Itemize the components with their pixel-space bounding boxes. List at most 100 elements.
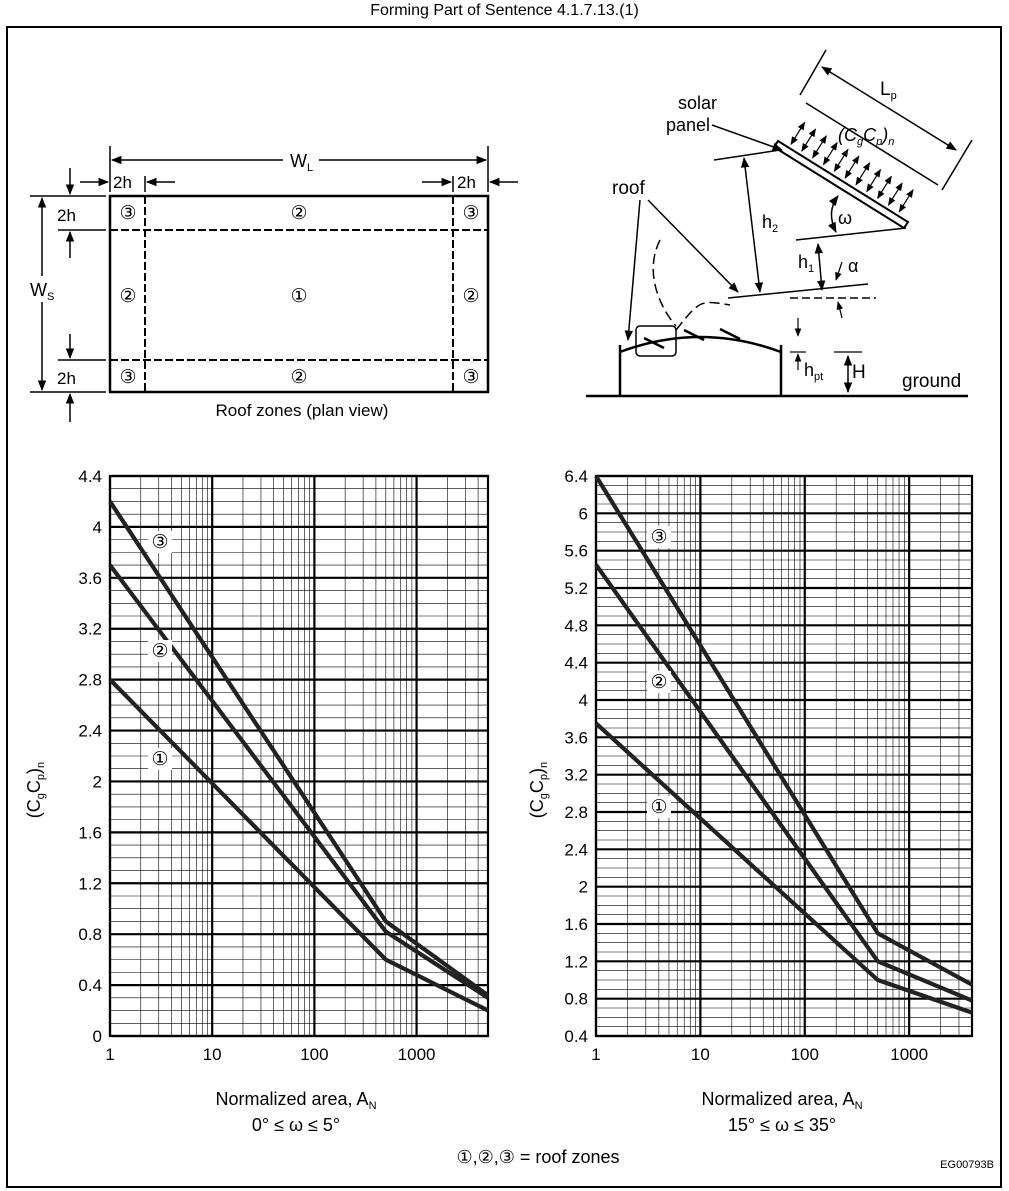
right-subtitle: 15° ≤ ω ≤ 35° — [728, 1115, 836, 1135]
y-tick-label: 3.6 — [78, 569, 102, 588]
x-tick-label: 100 — [791, 1045, 819, 1064]
h1-label: h1 — [798, 252, 814, 275]
plan-view-title: Roof zones (plan view) — [216, 401, 389, 420]
zone-label-2: ② — [290, 367, 307, 388]
left-ylabel: (CgCp)n — [24, 762, 47, 818]
y-tick-label: 5.2 — [564, 579, 588, 598]
y-tick-label: 0.4 — [78, 976, 102, 995]
y-tick-label: 0.8 — [564, 990, 588, 1009]
plot-frame — [594, 474, 974, 1038]
series-zone-label: ③ — [151, 532, 168, 553]
zone-label-bg — [647, 671, 671, 693]
x-tick-label: 1 — [105, 1045, 114, 1064]
series-line-zone-1 — [108, 678, 489, 1013]
x-tick-label: 10 — [203, 1045, 222, 1064]
lp-dimension-line — [821, 66, 957, 151]
y-tick-label: 1.2 — [78, 874, 102, 893]
pressure-arrow — [812, 135, 827, 159]
wl-label: WL — [290, 151, 313, 174]
zone-label-3: ③ — [462, 367, 479, 388]
pressure-arrow — [898, 189, 914, 213]
figure-frame — [6, 26, 1002, 1188]
dim-2h-left-bottom: 2h — [57, 369, 76, 388]
y-tick-label: 4.4 — [78, 467, 102, 486]
solar-panel-label-line1: solar — [678, 93, 717, 113]
y-tick-label: 2.8 — [78, 671, 102, 690]
plan-view: ③ ② ③ ② ① ② ③ ② ③ WL 2h 2h WS 2h — [26, 146, 518, 422]
zone-label-3: ③ — [119, 203, 136, 224]
lp-label: Lp — [880, 79, 897, 102]
zone-label-2: ② — [462, 286, 479, 307]
pressure-arrow — [822, 141, 838, 166]
ground-label: ground — [902, 371, 961, 392]
pressure-arrow — [866, 168, 882, 193]
zone-label-1: ① — [290, 286, 307, 307]
right-ylabel: (CgCp)n — [527, 762, 550, 818]
right-xlabel: Normalized area, AN — [701, 1089, 862, 1112]
hpt-label: hpt — [804, 360, 823, 383]
x-tick-label: 1000 — [398, 1045, 436, 1064]
zone-label-bg — [647, 796, 671, 818]
plot-frame — [108, 474, 490, 1038]
chart-right: 0.4 0.8 1.2 1.6 2 2.4 2.8 3.2 3.6 4 4.4 4.8 5.2 5.6 6 6… — [564, 467, 974, 1064]
pressure-arrow — [877, 175, 892, 200]
series-line-zone-2 — [108, 563, 490, 1000]
zone-label-bg — [148, 531, 172, 553]
y-tick-label: 5.6 — [564, 542, 588, 561]
dim-2h-top-left: 2h — [113, 173, 132, 192]
roof-outline — [108, 194, 490, 394]
y-tick-label: 0.8 — [78, 925, 102, 944]
pressure-arrow — [801, 128, 817, 152]
y-tick-label: 3.2 — [564, 766, 588, 785]
pressure-arrow — [790, 121, 806, 146]
pressure-arrow — [833, 148, 849, 173]
y-tick-label: 1.6 — [78, 823, 102, 842]
left-xlabel: Normalized area, AN — [215, 1089, 376, 1112]
roof-label: roof — [612, 178, 645, 199]
y-tick-label: 0.4 — [564, 1027, 588, 1046]
x-tick-label: 100 — [300, 1045, 328, 1064]
pressure-arrow — [844, 155, 860, 179]
H-label: H — [852, 362, 866, 383]
y-tick-label: 1.6 — [564, 915, 588, 934]
y-tick-label: 1.2 — [564, 952, 588, 971]
y-tick-label: 2 — [579, 878, 588, 897]
y-tick-label: 2.4 — [564, 840, 588, 859]
zone-label-2: ② — [119, 286, 136, 307]
series-zone-label: ② — [650, 672, 667, 693]
series-zone-label: ③ — [650, 527, 667, 548]
series-line-zone-2 — [594, 563, 973, 1003]
h2-label: h2 — [762, 212, 778, 235]
series-line-zone-3 — [594, 474, 974, 987]
zone-label-3: ③ — [462, 203, 479, 224]
solar-panel-label-line2: panel — [666, 115, 710, 135]
y-tick-label: 0 — [93, 1027, 102, 1046]
y-tick-label: 2.8 — [564, 803, 588, 822]
y-tick-label: 6.4 — [564, 467, 588, 486]
y-tick-label: 4.8 — [564, 616, 588, 635]
y-tick-label: 6 — [579, 504, 588, 523]
detail-box — [635, 325, 677, 357]
y-tick-label: 2 — [93, 772, 102, 791]
series-zone-label: ① — [650, 797, 667, 818]
dim-2h-left-top: 2h — [57, 206, 76, 225]
ws-label: WS — [30, 280, 54, 303]
alpha-label: α — [848, 256, 858, 276]
zone-label-bg — [647, 526, 671, 548]
chart-left: 0 0.4 0.8 1.2 1.6 2 2.4 2.8 3.2 3.6 4 4.4 1 10 100 1000… — [78, 467, 490, 1064]
series-line-zone-3 — [108, 500, 490, 997]
omega-label: ω — [838, 208, 852, 228]
y-tick-label: 3.6 — [564, 728, 588, 747]
y-tick-label: 2.4 — [78, 722, 102, 741]
zone-label-2: ② — [290, 203, 307, 224]
h2-dimension — [740, 156, 764, 294]
y-tick-label: 4 — [579, 691, 588, 710]
figure-id: EG00793B — [940, 1159, 994, 1171]
series-zone-label: ② — [151, 641, 168, 662]
pressure-arrow — [887, 182, 903, 206]
x-tick-label: 1000 — [890, 1045, 928, 1064]
panel-pressure-label: (CgCp)n — [838, 125, 894, 148]
x-tick-label: 10 — [691, 1045, 710, 1064]
series-line-zone-1 — [594, 721, 973, 1015]
